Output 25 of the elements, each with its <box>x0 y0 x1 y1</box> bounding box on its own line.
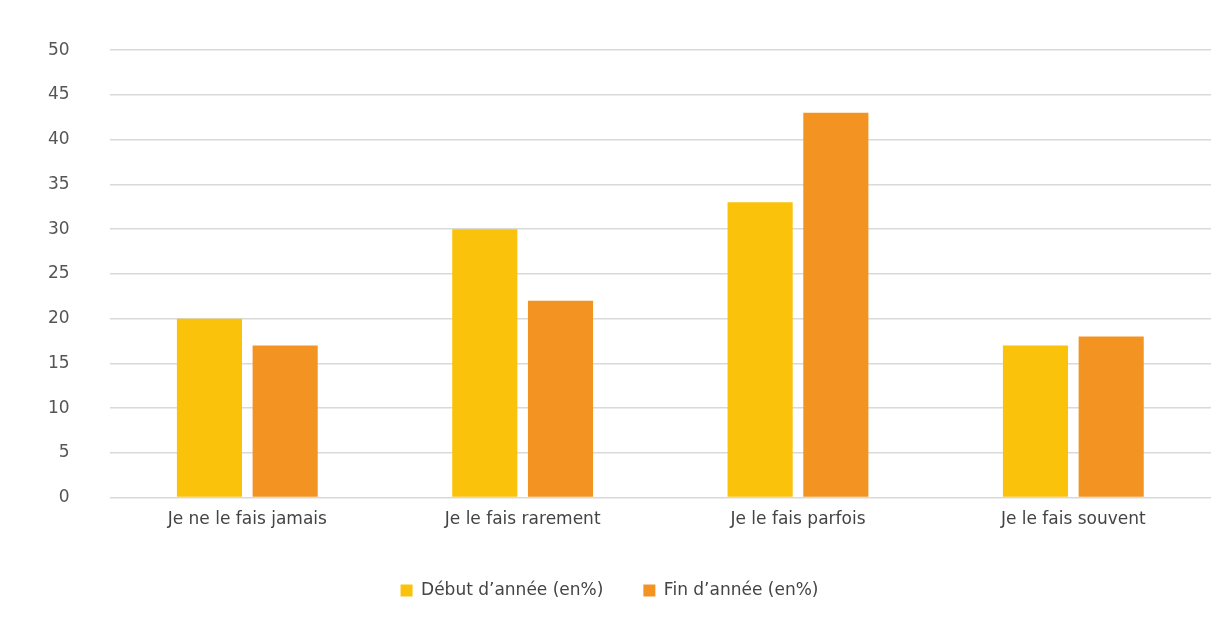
y-tick-label: 35 <box>47 172 70 193</box>
y-tick-label: 15 <box>47 351 70 372</box>
y-tick-label: 30 <box>47 217 70 238</box>
y-tick-label: 40 <box>47 128 70 149</box>
bar <box>1002 345 1069 497</box>
x-tick-label: Je le fais parfois <box>729 508 866 529</box>
x-tick-label: Je le fais souvent <box>999 508 1147 529</box>
y-tick-label: 0 <box>58 486 70 507</box>
x-tick-label: Je le fais rarement <box>443 508 601 529</box>
bar <box>1078 336 1144 497</box>
bar <box>252 345 318 497</box>
bar <box>452 229 518 497</box>
bar <box>803 112 869 497</box>
bar <box>176 318 242 497</box>
y-tick-label: 5 <box>58 441 70 462</box>
y-tick-label: 50 <box>47 38 70 59</box>
y-tick-label: 45 <box>47 83 70 104</box>
y-tick-label: 20 <box>47 307 70 328</box>
y-tick-label: 25 <box>47 262 70 283</box>
y-tick-label: 10 <box>47 396 70 417</box>
bar <box>727 202 793 497</box>
legend-label: Fin d’année (en%) <box>663 578 819 599</box>
legend-label: Début d’année (en%) <box>421 578 604 599</box>
x-tick-label: Je ne le fais jamais <box>166 508 328 529</box>
bar <box>527 300 594 497</box>
